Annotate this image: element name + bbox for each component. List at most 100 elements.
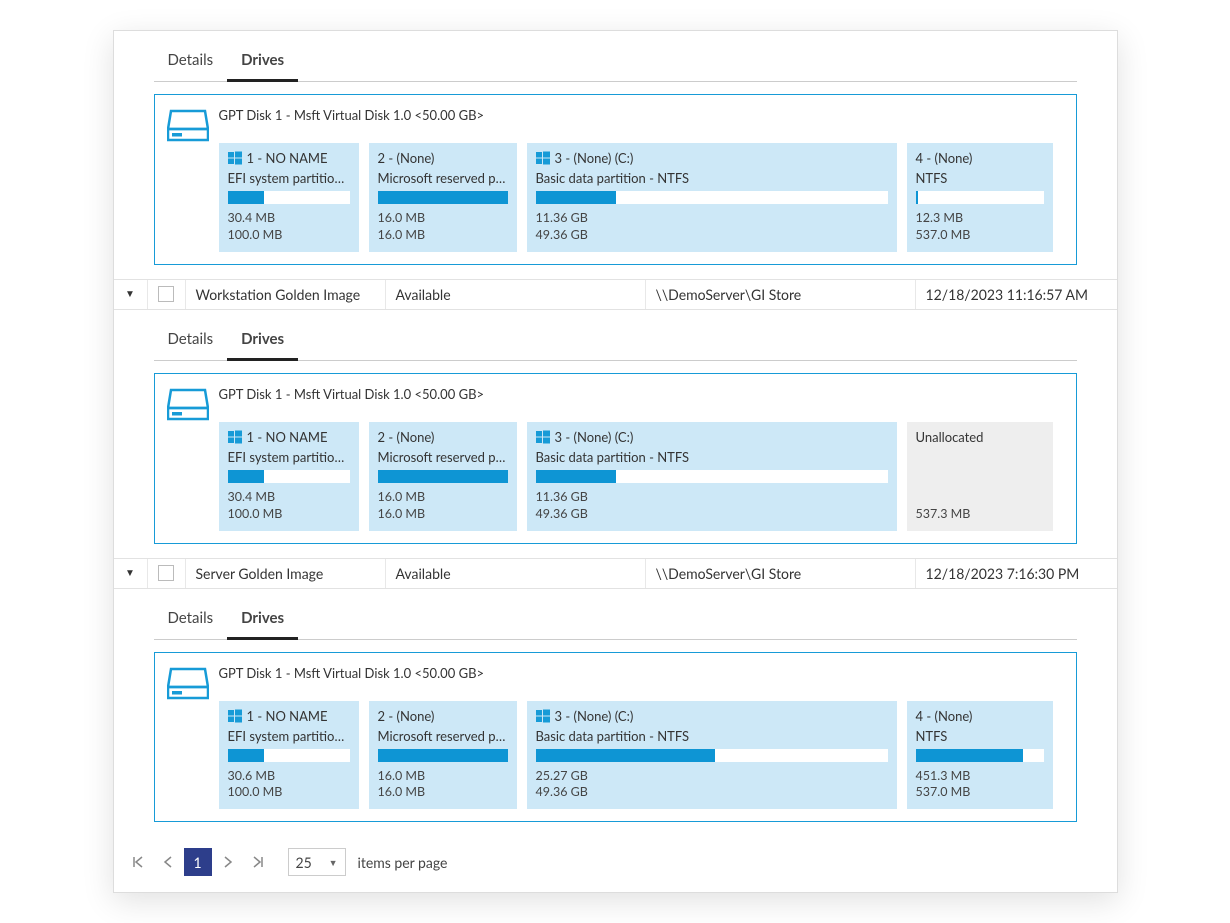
disk-card-1: GPT Disk 1 - Msft Virtual Disk 1.0 <50.0… (154, 373, 1077, 544)
disk-drive-icon (167, 107, 209, 143)
partition-name: 4 - (None) (916, 708, 1044, 724)
pager-next-button[interactable] (214, 848, 242, 876)
partition-desc: Basic data partition - NTFS (536, 170, 888, 186)
partition-block[interactable]: 2 - (None) Microsoft reserved pa... 16.0 M… (369, 143, 517, 252)
pager-last-button[interactable] (244, 848, 272, 876)
disk-drive-icon (167, 386, 209, 422)
chevron-down-icon: ▼ (329, 857, 338, 868)
partition-block[interactable]: 1 - NO NAMEEFI system partition - ...30.… (219, 701, 359, 810)
partition-desc: Basic data partition - NTFS (536, 449, 888, 465)
partition-total: 100.0 MB (228, 784, 350, 801)
partition-unallocated[interactable]: Unallocated 537.3 MB (907, 422, 1053, 531)
windows-icon (536, 151, 550, 165)
tab-details[interactable]: Details (154, 45, 228, 81)
tabs-1: Details Drives (154, 324, 1077, 361)
partition-used: 451.3 MB (916, 768, 1044, 785)
pager-prev-button[interactable] (154, 848, 182, 876)
partition-name: 1 - NO NAME (228, 429, 350, 445)
partition-desc: Microsoft reserved pa... (378, 449, 508, 465)
row-name: Workstation Golden Image (186, 280, 386, 309)
partition-desc: Microsoft reserved pa... (378, 170, 508, 186)
partition-block[interactable]: 2 - (None)Microsoft reserved pa...16.0 M… (369, 422, 517, 531)
row-path: \\DemoServer\GI Store (646, 559, 916, 588)
partition-name: Unallocated (916, 429, 1044, 445)
partition-block[interactable]: 1 - NO NAMEEFI system partition - ...30.… (219, 143, 359, 252)
partition-name: 2 - (None) (378, 150, 508, 166)
partition-total: 537.0 MB (916, 784, 1044, 801)
usage-bar (378, 470, 508, 483)
partition-name: 2 - (None) (378, 708, 508, 724)
windows-icon (228, 709, 242, 723)
partitions-1: 1 - NO NAME EFI system partition - ... 30.… (219, 422, 1064, 531)
partition-desc: NTFS (916, 728, 1044, 744)
usage-bar (378, 191, 508, 204)
usage-bar (378, 749, 508, 762)
partition-used: 30.6 MB (228, 768, 350, 785)
partition-block[interactable]: 2 - (None)Microsoft reserved pa...16.0 M… (369, 701, 517, 810)
partition-name: 1 - NO NAME (228, 150, 350, 166)
partition-used: 16.0 MB (378, 210, 508, 227)
row-checkbox[interactable] (158, 286, 174, 302)
partition-block[interactable]: 4 - (None) NTFS 451.3 MB537.0 MB (907, 701, 1053, 810)
tabs-0: Details Drives (154, 45, 1077, 82)
partition-total: 100.0 MB (228, 227, 350, 244)
usage-bar (536, 749, 888, 762)
partition-name: 4 - (None) (916, 150, 1044, 166)
tab-details[interactable]: Details (154, 324, 228, 360)
disk-images-panel: Details Drives GPT Disk 1 - Msft Virtual… (113, 30, 1118, 893)
page-size-select[interactable]: 25 ▼ (288, 848, 346, 876)
usage-bar (916, 749, 1044, 762)
row-status: Available (386, 559, 646, 588)
windows-icon (228, 430, 242, 444)
usage-bar (536, 470, 888, 483)
pager-current-page[interactable]: 1 (184, 848, 212, 876)
partition-total: 49.36 GB (536, 227, 888, 244)
row-path: \\DemoServer\GI Store (646, 280, 916, 309)
partition-block[interactable]: 3 - (None) (C:) Basic data partition - NT… (527, 143, 897, 252)
partition-total: 49.36 GB (536, 784, 888, 801)
grid-row-1: ▼ Workstation Golden Image Available \\D… (114, 279, 1117, 310)
tab-drives[interactable]: Drives (227, 45, 298, 82)
items-per-page-label: items per page (358, 854, 448, 871)
partition-block[interactable]: 3 - (None) (C:) Basic data partition - NT… (527, 422, 897, 531)
partition-total: 16.0 MB (378, 227, 508, 244)
partition-name: 1 - NO NAME (228, 708, 350, 724)
row-name: Server Golden Image (186, 559, 386, 588)
partitions-0: 1 - NO NAMEEFI system partition - ...30.… (219, 143, 1064, 252)
partition-block[interactable]: 4 - (None)NTFS12.3 MB537.0 MB (907, 143, 1053, 252)
partition-desc: EFI system partition - ... (228, 449, 350, 465)
partition-desc: Microsoft reserved pa... (378, 728, 508, 744)
tab-details[interactable]: Details (154, 603, 228, 639)
usage-bar (228, 470, 350, 483)
windows-icon (536, 430, 550, 444)
expand-toggle[interactable]: ▼ (125, 288, 135, 300)
partition-name: 3 - (None) (C:) (536, 429, 888, 445)
disk-title: GPT Disk 1 - Msft Virtual Disk 1.0 <50.0… (219, 105, 485, 131)
usage-bar (228, 191, 350, 204)
partition-used: 12.3 MB (916, 210, 1044, 227)
usage-bar (536, 191, 888, 204)
row-date: 12/18/2023 7:16:30 PM (916, 559, 1117, 588)
expand-toggle[interactable]: ▼ (125, 567, 135, 579)
partition-used: 30.4 MB (228, 489, 350, 506)
partition-total: 537.0 MB (916, 227, 1044, 244)
tab-drives[interactable]: Drives (227, 603, 298, 640)
tab-drives[interactable]: Drives (227, 324, 298, 361)
partition-name: 3 - (None) (C:) (536, 150, 888, 166)
row-checkbox[interactable] (158, 565, 174, 581)
partition-block[interactable]: 3 - (None) (C:)Basic data partition - NT… (527, 701, 897, 810)
row-date: 12/18/2023 11:16:57 AM (916, 280, 1117, 309)
partition-total: 537.3 MB (916, 506, 971, 523)
row-status: Available (386, 280, 646, 309)
disk-card-2: GPT Disk 1 - Msft Virtual Disk 1.0 <50.0… (154, 652, 1077, 823)
partition-total: 49.36 GB (536, 506, 888, 523)
windows-icon (536, 709, 550, 723)
pager-first-button[interactable] (124, 848, 152, 876)
partition-block[interactable]: 1 - NO NAME EFI system partition - ... 30.… (219, 422, 359, 531)
disk-card-0: GPT Disk 1 - Msft Virtual Disk 1.0 <50.0… (154, 94, 1077, 265)
usage-bar (916, 191, 1044, 204)
pager: 1 25 ▼ items per page (114, 836, 1117, 880)
grid-row-2: ▼ Server Golden Image Available \\DemoSe… (114, 558, 1117, 589)
page-size-value: 25 (296, 854, 312, 871)
partition-total: 100.0 MB (228, 506, 350, 523)
